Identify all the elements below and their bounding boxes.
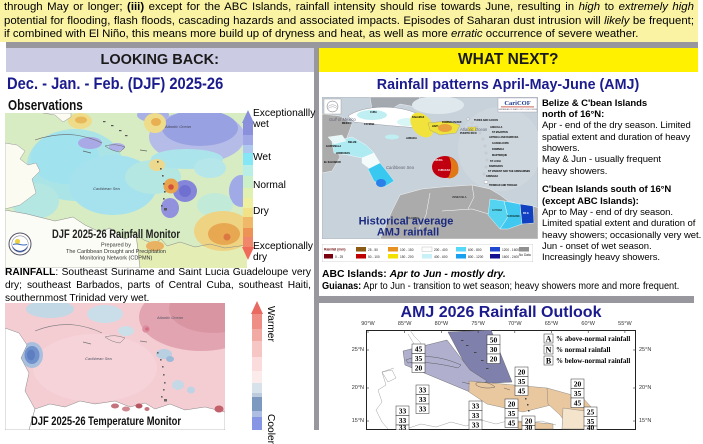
svg-text:Caribbean Sea: Caribbean Sea	[386, 165, 415, 170]
svg-text:DJF 2025-26 Rainfall Monitor: DJF 2025-26 Rainfall Monitor	[52, 227, 180, 241]
svg-text:DJF 2025-26 Temperature Monito: DJF 2025-26 Temperature Monitor	[31, 414, 181, 428]
svg-text:50: 50	[490, 336, 498, 345]
svg-text:33: 33	[399, 407, 407, 416]
svg-text:33: 33	[472, 402, 480, 411]
svg-text:Gulf of Mexico: Gulf of Mexico	[329, 117, 356, 122]
svg-text:Atlantic Ocean: Atlantic Ocean	[156, 315, 184, 320]
svg-text:33: 33	[472, 421, 480, 430]
svg-text:SURINAME: SURINAME	[507, 215, 520, 218]
svg-text:33: 33	[399, 416, 407, 425]
svg-text:35: 35	[508, 409, 516, 418]
svg-text:800 - 1200: 800 - 1200	[468, 255, 483, 259]
svg-text:MARTINIQUE: MARTINIQUE	[492, 154, 508, 157]
svg-text:20: 20	[508, 400, 516, 409]
svg-text:GUYANA: GUYANA	[492, 209, 502, 212]
svg-text:GUADELOUPE: GUADELOUPE	[492, 142, 509, 145]
svg-text:33: 33	[419, 395, 427, 404]
svg-text:Historical average: Historical average	[359, 216, 454, 228]
svg-text:DOMINICAN REP.: DOMINICAN REP.	[442, 121, 462, 124]
svg-text:25: 25	[587, 408, 595, 417]
svg-text:GRENADA: GRENADA	[486, 175, 498, 178]
svg-text:BAHAMAS: BAHAMAS	[412, 116, 425, 119]
svg-text:20: 20	[525, 417, 533, 426]
svg-text:Prepared by: Prepared by	[101, 243, 131, 249]
svg-text:40: 40	[587, 423, 595, 430]
svg-text:TURKS AND CAICOS: TURKS AND CAICOS	[474, 119, 498, 122]
svg-text:A: A	[546, 335, 552, 344]
svg-text:45: 45	[508, 419, 516, 428]
svg-text:100 - 150: 100 - 150	[400, 248, 414, 252]
svg-text:20: 20	[518, 368, 526, 377]
svg-text:The Caribbean Drought and Prec: The Caribbean Drought and Precipitation	[66, 249, 166, 255]
svg-text:N: N	[546, 346, 552, 355]
svg-text:400 - 600: 400 - 600	[434, 255, 448, 259]
svg-text:CariCOF: CariCOF	[504, 100, 530, 107]
svg-text:COLOMBIA: COLOMBIA	[406, 217, 419, 220]
svg-text:35: 35	[574, 389, 582, 398]
svg-text:Monitoring Network (CDPMN): Monitoring Network (CDPMN)	[80, 256, 153, 262]
svg-text:200 - 400: 200 - 400	[434, 248, 448, 252]
svg-text:1600 - 2400: 1600 - 2400	[502, 255, 519, 259]
svg-text:% below-normal rainfall: % below-normal rainfall	[556, 357, 630, 365]
svg-text:No Data: No Data	[519, 253, 531, 257]
svg-text:B: B	[546, 357, 552, 366]
svg-text:ARUBA: ARUBA	[434, 159, 443, 162]
svg-text:VENEZUELA: VENEZUELA	[452, 196, 467, 199]
svg-text:Atlantic Ocean: Atlantic Ocean	[459, 127, 488, 132]
svg-text:EL SALVADOR: EL SALVADOR	[324, 161, 341, 164]
svg-text:20: 20	[415, 364, 423, 373]
svg-text:ST MAARTEN: ST MAARTEN	[492, 131, 508, 134]
svg-text:35: 35	[415, 354, 423, 363]
svg-text:CAYMAN: CAYMAN	[364, 123, 375, 126]
svg-text:50 - 100: 50 - 100	[368, 255, 380, 259]
svg-text:CARIBBEAN CLIMATE OUTLOOK FORU: CARIBBEAN CLIMATE OUTLOOK FORUM	[498, 108, 537, 111]
svg-text:BELIZE: BELIZE	[348, 141, 357, 144]
svg-text:AMJ rainfall: AMJ rainfall	[377, 227, 439, 239]
svg-text:25 - 50: 25 - 50	[368, 248, 378, 252]
svg-text:20: 20	[490, 355, 498, 364]
svg-text:Atlantic Ocean: Atlantic Ocean	[164, 124, 192, 129]
svg-text:ST VINCENT AND THE GRENADINES: ST VINCENT AND THE GRENADINES	[488, 170, 530, 173]
svg-text:ANGUILLA: ANGUILLA	[490, 126, 503, 129]
svg-text:ANTIGUA AND BARBUDA: ANTIGUA AND BARBUDA	[489, 136, 519, 139]
svg-text:20: 20	[574, 380, 582, 389]
svg-text:Caribbean Sea: Caribbean Sea	[93, 186, 120, 191]
svg-text:HAITI: HAITI	[432, 125, 439, 128]
svg-text:PUERTO RICO: PUERTO RICO	[460, 132, 477, 135]
svg-text:CURACAO: CURACAO	[438, 169, 450, 172]
svg-text:35: 35	[587, 417, 595, 426]
svg-text:Caribbean Sea: Caribbean Sea	[85, 356, 112, 361]
svg-text:DOMINICA: DOMINICA	[492, 148, 504, 151]
svg-text:HONDURAS: HONDURAS	[336, 152, 350, 155]
svg-text:33: 33	[472, 411, 480, 420]
svg-text:% normal rainfall: % normal rainfall	[556, 346, 610, 354]
svg-text:30: 30	[490, 345, 498, 354]
svg-text:33: 33	[419, 405, 427, 414]
svg-text:Rainfall (mm): Rainfall (mm)	[324, 248, 345, 252]
svg-text:GUATEMALA: GUATEMALA	[326, 145, 341, 148]
svg-text:CUBA: CUBA	[370, 111, 377, 114]
svg-text:45: 45	[415, 345, 423, 354]
svg-text:MEXICO: MEXICO	[342, 122, 352, 125]
svg-text:BARBADOS: BARBADOS	[489, 165, 503, 168]
svg-text:0 - 25: 0 - 25	[335, 255, 343, 259]
svg-text:% above-normal rainfall: % above-normal rainfall	[556, 335, 630, 343]
svg-text:1200 - 1600: 1200 - 1600	[502, 248, 519, 252]
svg-text:33: 33	[399, 423, 407, 430]
svg-text:FR.G: FR.G	[523, 212, 529, 215]
svg-text:150 - 200: 150 - 200	[400, 255, 414, 259]
svg-text:30: 30	[525, 423, 533, 430]
svg-text:35: 35	[518, 377, 526, 386]
svg-text:TRINIDAD AND TOBAGO: TRINIDAD AND TOBAGO	[489, 184, 517, 187]
svg-text:45: 45	[518, 387, 526, 396]
svg-text:600 - 800: 600 - 800	[468, 248, 482, 252]
svg-text:JAMAICA: JAMAICA	[406, 137, 417, 140]
svg-text:33: 33	[419, 386, 427, 395]
svg-text:ST LUCIA: ST LUCIA	[490, 160, 501, 163]
svg-text:45: 45	[574, 399, 582, 408]
